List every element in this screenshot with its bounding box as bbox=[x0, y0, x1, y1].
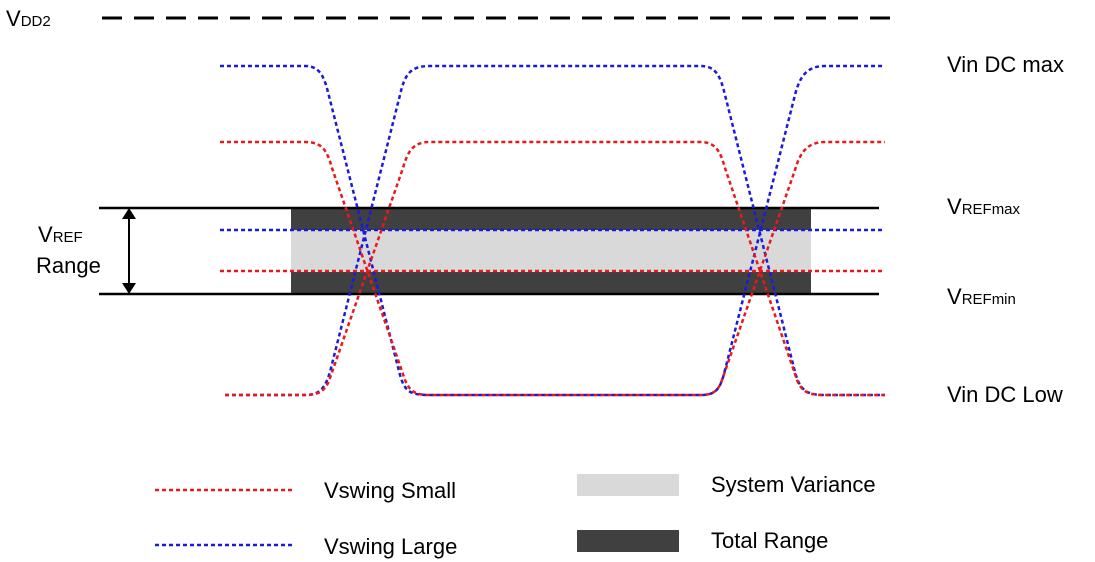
legend-vswing-small-label: Vswing Small bbox=[324, 478, 457, 503]
vref-range-arrow-head-down bbox=[122, 283, 136, 294]
vrefmax-label: VREFmax bbox=[947, 194, 1020, 223]
vref-range-arrow-head-up bbox=[122, 208, 136, 219]
vswing-large-waveform-inverse bbox=[225, 64, 885, 397]
legend-total-range-label: Total Range bbox=[711, 528, 829, 553]
vin-dc-low-label: Vin DC Low bbox=[947, 382, 1063, 407]
vswing-small-waveform bbox=[220, 140, 885, 397]
vrefmax-label-sub: REFmax bbox=[961, 201, 1021, 218]
system-variance-band bbox=[291, 230, 811, 272]
vswing-small-waveform-inverse bbox=[225, 140, 885, 397]
vrefmin-label-sub: REFmin bbox=[961, 291, 1016, 308]
vrefmin-label: VREFmin bbox=[947, 284, 1016, 313]
vdd2-label-main: V bbox=[6, 6, 21, 31]
legend-vswing-large-label: Vswing Large bbox=[324, 534, 458, 559]
vref-range-label-sub: REF bbox=[52, 229, 83, 246]
vrefmax-label-main: V bbox=[947, 194, 962, 219]
legend-system-variance-label: System Variance bbox=[711, 472, 876, 497]
vin-dc-max-label: Vin DC max bbox=[947, 52, 1064, 77]
legend-system-variance-swatch bbox=[577, 474, 679, 496]
legend-total-range-swatch bbox=[577, 530, 679, 552]
vdd2-label: VDD2 bbox=[6, 6, 51, 35]
vref-range-label: VREF bbox=[38, 222, 83, 251]
vdd2-label-sub: DD2 bbox=[20, 13, 51, 30]
vswing-large-waveform bbox=[220, 64, 885, 397]
vrefmin-label-main: V bbox=[947, 284, 962, 309]
vref-range-word: Range bbox=[36, 253, 101, 278]
vref-range-label-main: V bbox=[38, 222, 53, 247]
